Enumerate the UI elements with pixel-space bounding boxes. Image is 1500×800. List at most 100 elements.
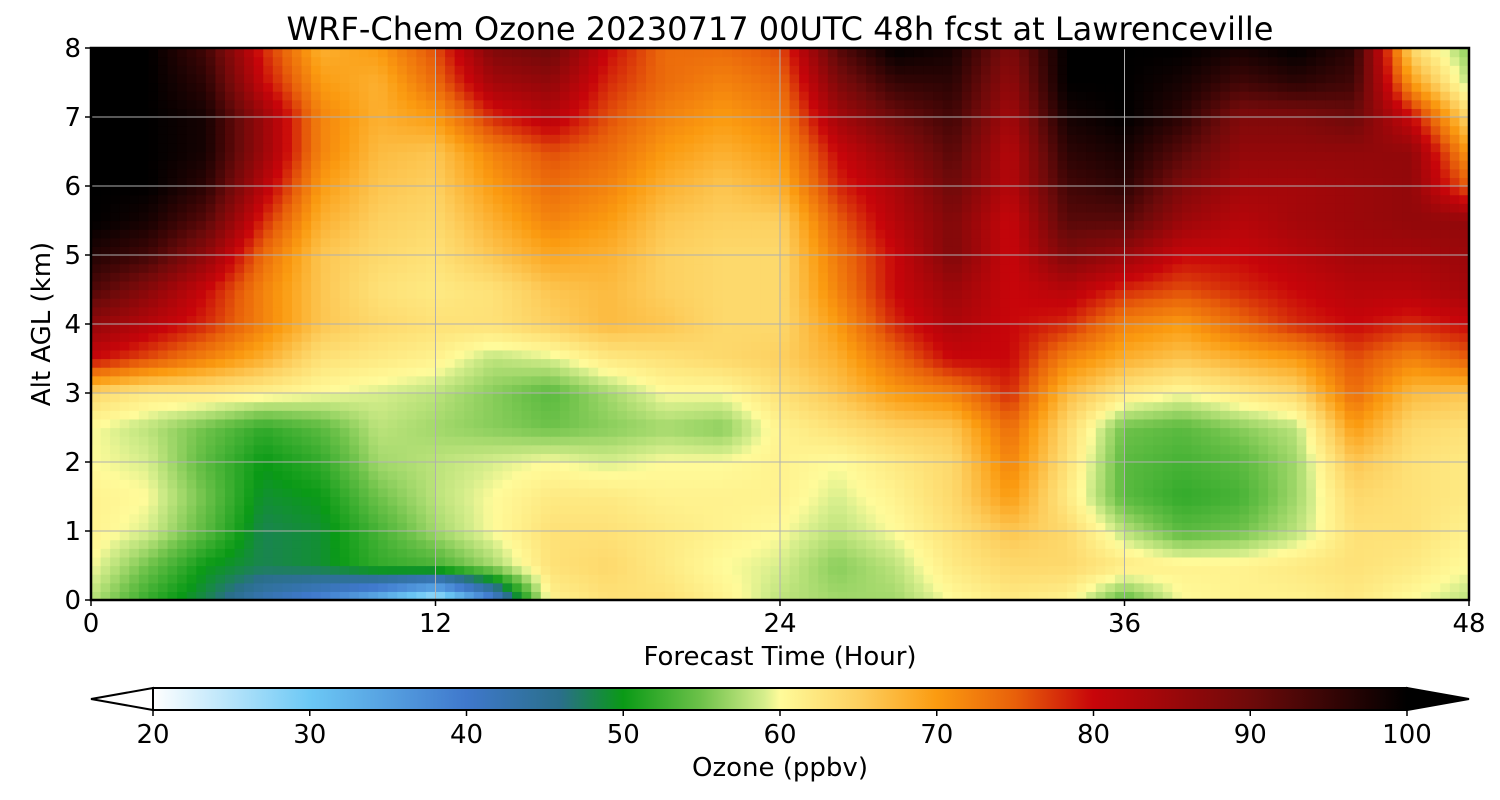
heatmap-cell: [980, 436, 992, 446]
heatmap-cell: [1315, 539, 1327, 549]
heatmap-cell: [1239, 306, 1250, 316]
heatmap-cell: [263, 591, 274, 600]
heatmap-cell: [1306, 565, 1317, 575]
heatmap-cell: [952, 556, 963, 567]
heatmap-cell: [1067, 565, 1078, 575]
heatmap-cell: [91, 332, 102, 342]
heatmap-cell: [521, 574, 532, 584]
heatmap-cell: [263, 332, 274, 342]
heatmap-cell: [1220, 539, 1231, 549]
heatmap-cell: [1162, 367, 1173, 377]
heatmap-cell: [387, 358, 398, 368]
heatmap-cell: [1354, 375, 1365, 385]
heatmap-cell: [1000, 531, 1011, 541]
heatmap-cell: [512, 410, 523, 420]
heatmap-cell: [406, 418, 417, 429]
heatmap-cell: [1172, 487, 1183, 498]
heatmap-cell: [875, 444, 886, 454]
heatmap-cell: [760, 401, 772, 411]
heatmap-cell: [722, 522, 733, 532]
heatmap-cell: [559, 306, 571, 316]
heatmap-cell: [186, 565, 197, 575]
heatmap-cell: [942, 548, 953, 558]
heatmap-cell: [224, 315, 236, 325]
heatmap-cell: [1143, 591, 1154, 600]
heatmap-cell: [837, 531, 848, 541]
heatmap-cell: [780, 393, 791, 403]
heatmap-cell: [1028, 332, 1039, 342]
heatmap-cell: [119, 548, 130, 558]
heatmap-cell: [339, 306, 350, 316]
heatmap-cell: [961, 548, 972, 558]
heatmap-cell: [1000, 462, 1011, 472]
heatmap-cell: [846, 410, 858, 420]
heatmap-cell: [799, 324, 810, 334]
heatmap-cell: [205, 436, 216, 446]
heatmap-cell: [483, 367, 494, 377]
heatmap-cell: [263, 367, 274, 377]
heatmap-cell: [741, 539, 752, 549]
heatmap-cell: [1124, 574, 1135, 584]
heatmap-cell: [138, 375, 150, 385]
heatmap-cell: [1191, 522, 1202, 532]
heatmap-cell: [464, 513, 475, 523]
heatmap-cell: [684, 565, 695, 575]
heatmap-cell: [492, 479, 504, 489]
heatmap-cell: [856, 315, 867, 325]
heatmap-cell: [320, 539, 331, 549]
heatmap-cell: [1172, 418, 1183, 429]
heatmap-cell: [368, 496, 379, 506]
heatmap-cell: [531, 341, 542, 351]
heatmap-cell: [760, 298, 772, 308]
heatmap-cell: [856, 410, 867, 420]
heatmap-cell: [531, 393, 542, 403]
heatmap-cell: [148, 505, 159, 515]
heatmap-cell: [550, 513, 561, 523]
heatmap-cell: [540, 332, 551, 342]
heatmap-cell: [1287, 513, 1298, 523]
heatmap-cell: [512, 496, 523, 506]
heatmap-cell: [406, 462, 417, 472]
heatmap-cell: [1153, 427, 1164, 437]
heatmap-cell: [1421, 315, 1432, 325]
heatmap-cell: [1430, 539, 1441, 549]
heatmap-cell: [1095, 479, 1106, 489]
heatmap-cell: [1449, 479, 1461, 489]
heatmap-cell: [904, 298, 915, 308]
heatmap-cell: [378, 531, 389, 541]
heatmap-cell: [540, 298, 551, 308]
heatmap-cell: [291, 548, 303, 558]
heatmap-cell: [205, 427, 216, 437]
heatmap-cell: [224, 393, 236, 403]
heatmap-cell: [1057, 539, 1068, 549]
heatmap-cell: [780, 384, 791, 394]
heatmap-cell: [1382, 591, 1394, 600]
heatmap-cell: [148, 531, 159, 541]
heatmap-cell: [397, 375, 408, 385]
heatmap-cell: [1047, 496, 1059, 506]
heatmap-cell: [1028, 410, 1039, 420]
heatmap-cell: [186, 522, 197, 532]
heatmap-cell: [1028, 315, 1039, 325]
heatmap-cell: [358, 349, 370, 360]
heatmap-cell: [550, 324, 561, 334]
heatmap-cell: [91, 539, 102, 549]
heatmap-cell: [875, 565, 886, 575]
heatmap-cell: [856, 367, 867, 377]
heatmap-cell: [416, 505, 427, 515]
heatmap-cell: [253, 375, 264, 385]
heatmap-cell: [732, 375, 743, 385]
heatmap-cell: [263, 539, 274, 549]
heatmap-cell: [799, 505, 810, 515]
heatmap-cell: [617, 470, 628, 480]
heatmap-cell: [1459, 574, 1469, 584]
heatmap-cell: [741, 444, 752, 454]
heatmap-cell: [780, 306, 791, 316]
heatmap-cell: [311, 479, 322, 489]
heatmap-cell: [799, 539, 810, 549]
heatmap-cell: [1258, 513, 1269, 523]
heatmap-cell: [1028, 462, 1039, 472]
heatmap-cell: [760, 513, 772, 523]
heatmap-cell: [1325, 332, 1336, 342]
heatmap-cell: [1306, 306, 1317, 316]
